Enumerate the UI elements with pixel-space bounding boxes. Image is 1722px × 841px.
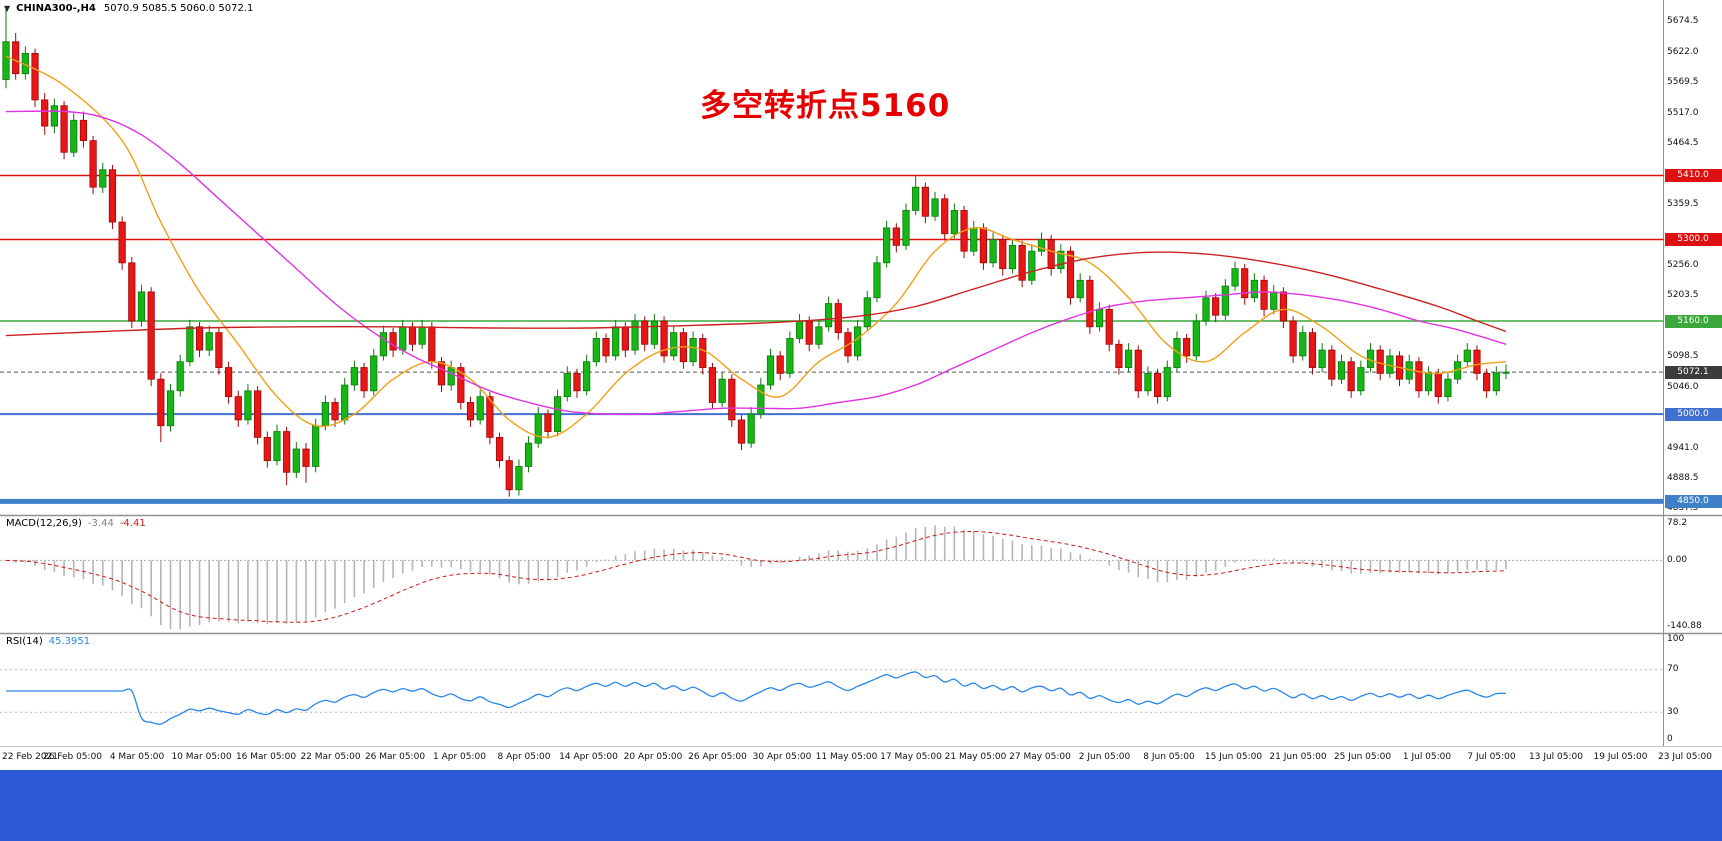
ma-slow-line — [5, 251, 1507, 337]
time-axis-label: 8 Apr 05:00 — [497, 752, 551, 762]
price-tick-label: 5098.5 — [1667, 351, 1699, 362]
time-axis-label: 27 May 05:00 — [1009, 752, 1071, 762]
time-axis-label: 30 Apr 05:00 — [752, 752, 812, 762]
time-axis-label: 7 Jul 05:00 — [1467, 752, 1516, 762]
price-level-badge: 5160.0 — [1664, 314, 1722, 328]
time-axis-label: 14 Apr 05:00 — [559, 752, 618, 762]
rsi-tick-label: 30 — [1667, 706, 1679, 717]
time-axis-label: 26 Apr 05:00 — [688, 752, 747, 762]
time-axis-label: 17 May 05:00 — [880, 752, 942, 762]
macd-value-signal: -4.41 — [119, 518, 146, 529]
price-tick-label: 4888.5 — [1667, 473, 1699, 484]
macd-histogram — [14, 525, 1507, 630]
time-axis-label: 2 Jun 05:00 — [1078, 752, 1131, 762]
price-tick-label: 5674.5 — [1667, 16, 1699, 27]
time-axis-label: 21 May 05:00 — [944, 752, 1007, 762]
time-axis-label: 21 Jun 05:00 — [1269, 752, 1327, 762]
chart-frame — [0, 0, 1722, 747]
price-tick-label: 5464.5 — [1667, 138, 1699, 149]
time-axis-label: 22 Feb 2021 — [2, 752, 59, 762]
time-axis-label: 25 Jun 05:00 — [1333, 752, 1392, 762]
price-tick-label: 5569.5 — [1667, 77, 1699, 88]
time-axis-label: 19 Jul 05:00 — [1593, 752, 1648, 762]
chart-canvas[interactable] — [0, 0, 1722, 770]
annotation-text: 多空转折点5160 — [700, 88, 951, 124]
current-price-badge: 5072.1 — [1664, 365, 1722, 379]
price-level-badge: 5300.0 — [1664, 233, 1722, 247]
time-axis-label: 20 Apr 05:00 — [623, 752, 683, 762]
price-tick-label: 5359.5 — [1667, 199, 1699, 210]
price-tick-label: 5203.5 — [1667, 290, 1699, 301]
time-axis-label: 1 Apr 05:00 — [433, 752, 486, 762]
macd-indicator-label: MACD(12,26,9) — [6, 518, 82, 529]
rsi-line — [6, 671, 1507, 725]
rsi-tick-label: 70 — [1667, 664, 1679, 675]
price-tick-label: 5517.0 — [1667, 107, 1699, 118]
rsi-indicator-label: RSI(14) — [6, 636, 43, 647]
quick-trade-dropdown-icon[interactable]: ▼ — [4, 4, 11, 13]
time-axis-label: 13 Jul 05:00 — [1529, 752, 1583, 762]
macd-tick-label: -140.88 — [1667, 621, 1702, 632]
time-axis-label: 10 Mar 05:00 — [171, 752, 232, 762]
macd-tick-label: 0.00 — [1667, 554, 1688, 565]
rsi-label-row: RSI(14) 45.3951 — [6, 636, 96, 647]
macd-label-row: MACD(12,26,9) -3.44 -4.41 — [6, 518, 152, 529]
time-axis-label: 1 Jul 05:00 — [1402, 752, 1452, 762]
ohlc-values: 5070.9 5085.5 5060.0 5072.1 — [103, 3, 254, 14]
rsi-tick-label: 100 — [1667, 634, 1685, 644]
horizontal-level-lines — [0, 174, 1664, 504]
price-tick-label: 5256.0 — [1667, 259, 1699, 270]
time-axis-label: 23 Jul 05:00 — [1658, 752, 1712, 762]
taskbar — [0, 770, 1722, 841]
symbol-info-row: ▼ CHINA300-,H4 5070.9 5085.5 5060.0 5072.1 — [4, 3, 253, 14]
price-tick-label: 5046.0 — [1667, 381, 1699, 392]
price-tick-label: 5622.0 — [1667, 46, 1699, 57]
time-axis-label: 4 Mar 05:00 — [109, 752, 165, 762]
price-level-badge: 4850.0 — [1664, 494, 1722, 508]
time-axis-label: 26 Mar 05:00 — [364, 752, 426, 762]
time-axis-label: 11 May 05:00 — [815, 752, 878, 762]
price-level-badge: 5000.0 — [1664, 407, 1722, 421]
time-axis-label: 8 Jun 05:00 — [1143, 752, 1195, 762]
rsi-tick-label: 0 — [1667, 734, 1673, 744]
rsi-value: 45.3951 — [48, 636, 91, 647]
time-axis-label: 16 Mar 05:00 — [235, 752, 297, 762]
candlestick-series — [2, 8, 1510, 497]
ma-medium-line — [5, 110, 1507, 416]
macd-value-main: -3.44 — [87, 518, 114, 529]
ma-fast-line — [5, 55, 1507, 439]
macd-tick-label: 78.2 — [1667, 518, 1688, 529]
time-axis-label: 26 Feb 05:00 — [42, 752, 103, 762]
time-axis-label: 15 Jun 05:00 — [1204, 752, 1263, 762]
symbol-label: CHINA300-,H4 — [16, 3, 96, 14]
time-axis-label: 22 Mar 05:00 — [300, 752, 361, 762]
macd-signal-line — [5, 530, 1507, 623]
price-level-badge: 5410.0 — [1664, 169, 1722, 183]
price-tick-label: 4941.0 — [1667, 442, 1699, 453]
price-tick-label: 4837.5 — [1667, 503, 1699, 514]
